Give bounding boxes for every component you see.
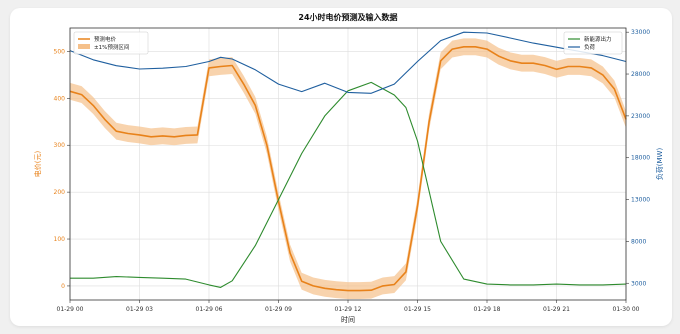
- x-tick-label: 01-29 09: [265, 306, 292, 313]
- x-tick-label: 01-29 06: [196, 306, 223, 313]
- x-tick-label: 01-29 18: [474, 306, 501, 313]
- x-tick-label: 01-29 03: [126, 306, 153, 313]
- y-left-tick-label: 0: [61, 283, 65, 290]
- chart-title: 24小时电价预测及输入数据: [298, 12, 397, 22]
- y-right-tick-label: 33000: [631, 29, 650, 36]
- y-right-tick-label: 13000: [631, 197, 650, 204]
- series-line-layer: [69, 31, 627, 292]
- y-right-tick-label: 28000: [631, 71, 650, 78]
- chart-svg: 01-29 00 01-29 03 01-29 06 01-29 09 01-29 12…: [33, 12, 664, 324]
- y-left-tick-label: 400: [54, 95, 66, 102]
- legend-swatch-band: [78, 44, 90, 49]
- legend-label: 预测电价: [94, 35, 117, 43]
- y-right-tick-label: 8000: [631, 238, 646, 245]
- legend-label: ±1%预测区间: [94, 43, 129, 51]
- y-right-tick-label: 3000: [631, 280, 646, 287]
- y-left-tick-label: 100: [54, 236, 66, 243]
- series-line: [69, 31, 627, 94]
- x-tick-label: 01-29 21: [543, 306, 570, 313]
- y-right-tick-label: 18000: [631, 155, 650, 162]
- tick-layer: 01-29 00 01-29 03 01-29 06 01-29 09 01-29 12…: [54, 29, 651, 313]
- y-left-tick-label: 300: [54, 142, 66, 149]
- x-tick-label: 01-30 00: [613, 306, 640, 313]
- legend-box: [73, 31, 149, 55]
- x-tick-label: 01-29 15: [404, 306, 431, 313]
- x-tick-label: 01-29 00: [57, 306, 84, 313]
- confidence-band-layer: [70, 38, 626, 300]
- y-right-tick-label: 23000: [631, 113, 650, 120]
- y-right-axis-label: 负荷(MW): [655, 148, 664, 181]
- price-confidence-band: [70, 38, 626, 300]
- x-axis-label: 时间: [341, 315, 355, 324]
- y-left-tick-label: 200: [54, 189, 66, 196]
- x-tick-label: 01-29 12: [335, 306, 362, 313]
- grid-layer: [69, 28, 627, 300]
- y-left-tick-label: 500: [54, 48, 66, 55]
- chart-card: 01-29 00 01-29 03 01-29 06 01-29 09 01-29 12…: [10, 8, 672, 326]
- legend-left: 预测电价±1%预测区间: [73, 31, 149, 55]
- y-left-axis-label: 电价(元): [33, 151, 42, 178]
- legend-label: 负荷: [584, 43, 596, 51]
- legend-box: [563, 31, 623, 55]
- legend-label: 新能源出力: [584, 35, 612, 43]
